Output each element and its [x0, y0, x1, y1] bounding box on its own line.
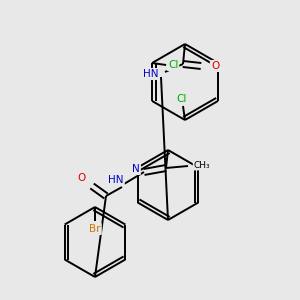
- Text: HN: HN: [143, 69, 159, 79]
- Text: Br: Br: [89, 224, 101, 234]
- Text: O: O: [211, 61, 219, 71]
- Text: O: O: [78, 173, 86, 183]
- Text: Cl: Cl: [177, 94, 187, 104]
- Text: HN: HN: [108, 175, 124, 185]
- Text: N: N: [132, 164, 140, 174]
- Text: CH₃: CH₃: [194, 160, 210, 169]
- Text: Cl: Cl: [168, 60, 178, 70]
